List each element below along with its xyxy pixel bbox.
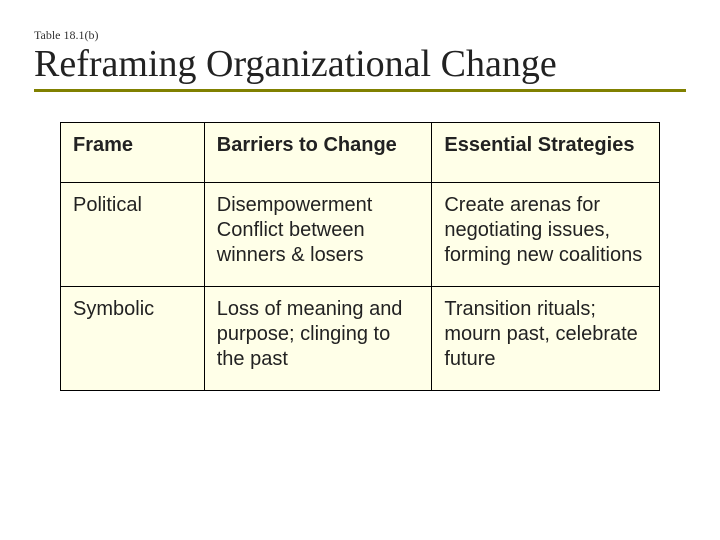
table-row: Political Disempowerment Conflict betwee… bbox=[61, 182, 660, 286]
cell-strategies: Create arenas for negotiating issues, fo… bbox=[432, 182, 660, 286]
cell-barriers-line: Loss of meaning and purpose; clinging to… bbox=[217, 297, 420, 372]
header: Table 18.1(b) Reframing Organizational C… bbox=[34, 28, 686, 92]
cell-barriers-line: Conflict between winners & losers bbox=[217, 218, 420, 268]
col-header-strategies: Essential Strategies bbox=[432, 122, 660, 182]
table-label: Table 18.1(b) bbox=[34, 28, 686, 43]
cell-barriers: Loss of meaning and purpose; clinging to… bbox=[204, 286, 432, 390]
col-header-frame: Frame bbox=[61, 122, 205, 182]
table-header-row: Frame Barriers to Change Essential Strat… bbox=[61, 122, 660, 182]
cell-frame: Symbolic bbox=[61, 286, 205, 390]
change-table: Frame Barriers to Change Essential Strat… bbox=[60, 122, 660, 391]
cell-frame: Political bbox=[61, 182, 205, 286]
col-header-barriers: Barriers to Change bbox=[204, 122, 432, 182]
table-wrapper: Frame Barriers to Change Essential Strat… bbox=[34, 122, 686, 391]
cell-barriers: Disempowerment Conflict between winners … bbox=[204, 182, 432, 286]
cell-barriers-line: Disempowerment bbox=[217, 193, 420, 218]
page-title: Reframing Organizational Change bbox=[34, 45, 686, 85]
cell-strategies: Transition rituals; mourn past, celebrat… bbox=[432, 286, 660, 390]
table-row: Symbolic Loss of meaning and purpose; cl… bbox=[61, 286, 660, 390]
